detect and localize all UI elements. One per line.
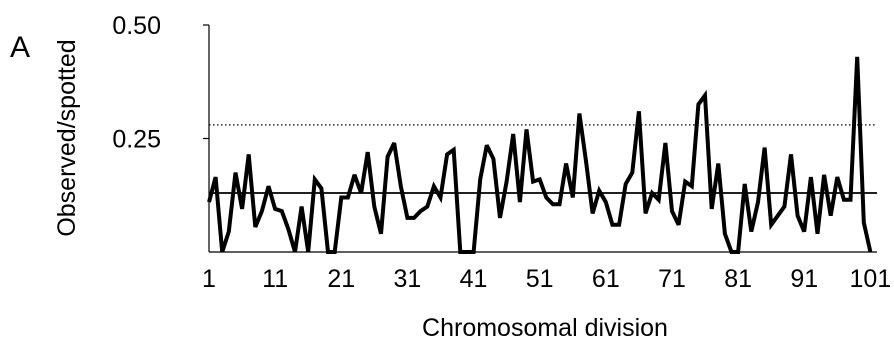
x-axis-label: Chromosomal division — [422, 314, 668, 342]
series-line — [207, 56, 873, 254]
x-tick-label: 61 — [592, 265, 620, 293]
y-tick-label: 0.50 — [112, 12, 161, 40]
y-axis-label: Observed/spotted — [53, 39, 81, 236]
x-tick-label: 11 — [262, 265, 288, 293]
axes: 0.500.251 11 21 31 41 51 61 71 81 91 101 — [112, 12, 891, 293]
x-tick-label: 41 — [460, 265, 488, 293]
x-tick-label: 51 — [526, 265, 554, 293]
x-tick-label: 31 — [394, 265, 422, 293]
labels: A Chromosomal division Observed/spotted — [10, 31, 668, 342]
x-tick-label: 1 — [202, 265, 216, 293]
x-tick-label: 81 — [724, 265, 752, 293]
x-tick-label: 71 — [658, 265, 686, 293]
panel-label: A — [10, 31, 30, 64]
x-tick-label: 21 — [327, 265, 355, 293]
x-tick-label: 91 — [790, 265, 818, 293]
x-tick-label: 101 — [850, 265, 892, 293]
series-layer — [207, 56, 873, 254]
y-tick-label: 0.25 — [112, 126, 161, 154]
